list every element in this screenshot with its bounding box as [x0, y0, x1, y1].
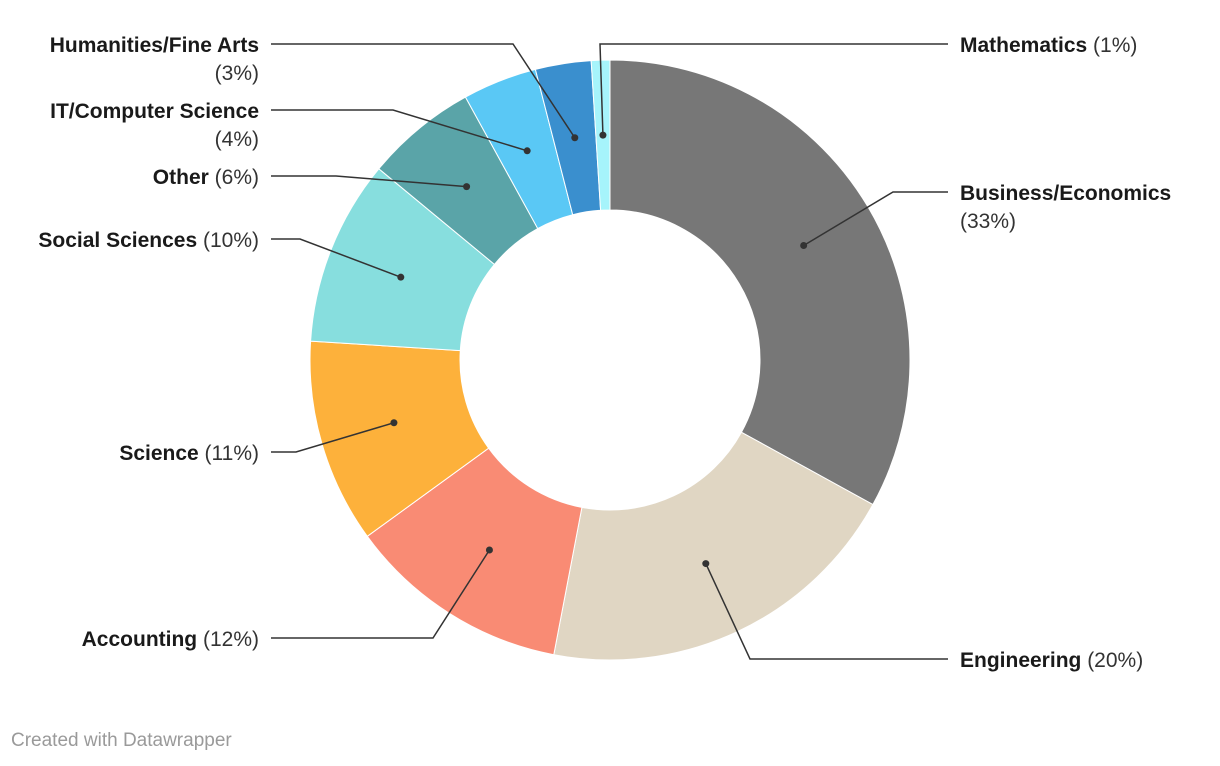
label-percent: (6%) — [209, 166, 259, 189]
leader-dot-it-computer-science — [523, 147, 531, 155]
label-accounting: Accounting (12%) — [82, 628, 259, 651]
label-percent: (12%) — [197, 628, 259, 651]
leader-line-social-sciences — [271, 238, 402, 278]
label-percent: (3%) — [215, 62, 259, 85]
label-name: Science — [119, 442, 198, 465]
leader-dot-humanities-fine-arts — [571, 134, 579, 142]
label-percent: (10%) — [197, 229, 259, 252]
leader-line-humanities-fine-arts — [271, 43, 576, 139]
leader-lines — [271, 43, 948, 660]
label-science: Science (11%) — [119, 442, 259, 465]
donut-slices — [309, 59, 911, 661]
label-percent: (1%) — [1087, 34, 1137, 57]
label-percent: (20%) — [1081, 649, 1143, 672]
label-percent: (11%) — [199, 442, 259, 465]
label-business-economics: Business/Economics (33%) — [960, 182, 1171, 233]
leader-dot-accounting — [485, 546, 493, 554]
leader-line-mathematics — [599, 43, 948, 136]
label-percent: (33%) — [960, 210, 1016, 233]
label-social-sciences: Social Sciences (10%) — [38, 229, 259, 252]
slice-business-economics — [609, 59, 911, 506]
label-it-computer-science: IT/Computer Science (4%) — [50, 100, 259, 151]
label-name: Engineering — [960, 649, 1081, 672]
datawrapper-credit: Created with Datawrapper — [11, 730, 232, 751]
label-mathematics: Mathematics (1%) — [960, 34, 1137, 57]
label-name: Accounting — [82, 628, 198, 651]
label-name: Business/Economics — [960, 182, 1171, 205]
label-humanities-fine-arts: Humanities/Fine Arts (3%) — [50, 34, 259, 85]
leader-dot-social-sciences — [397, 273, 405, 281]
label-name: Other — [153, 166, 209, 189]
label-other: Other (6%) — [153, 166, 259, 189]
leader-line-engineering — [705, 563, 948, 660]
label-percent: (4%) — [215, 128, 259, 151]
slice-labels: Business/Economics (33%) Engineering (20%)… — [38, 34, 1171, 672]
slice-engineering — [553, 431, 874, 661]
leader-line-accounting — [271, 549, 491, 639]
leader-line-science — [271, 422, 395, 453]
leader-dot-science — [390, 419, 398, 427]
label-name: Mathematics — [960, 34, 1087, 57]
label-engineering: Engineering (20%) — [960, 649, 1143, 672]
leader-dot-other — [463, 183, 471, 191]
label-name: Social Sciences — [38, 229, 197, 252]
leader-dot-engineering — [702, 560, 710, 568]
label-name: Humanities/Fine Arts — [50, 34, 259, 57]
leader-line-business-economics — [803, 191, 948, 247]
leader-line-it-computer-science — [271, 109, 528, 152]
leader-dot-mathematics — [599, 131, 607, 139]
leader-dot-business-economics — [800, 241, 808, 249]
leader-line-other — [271, 175, 467, 188]
label-name: IT/Computer Science — [50, 100, 259, 123]
